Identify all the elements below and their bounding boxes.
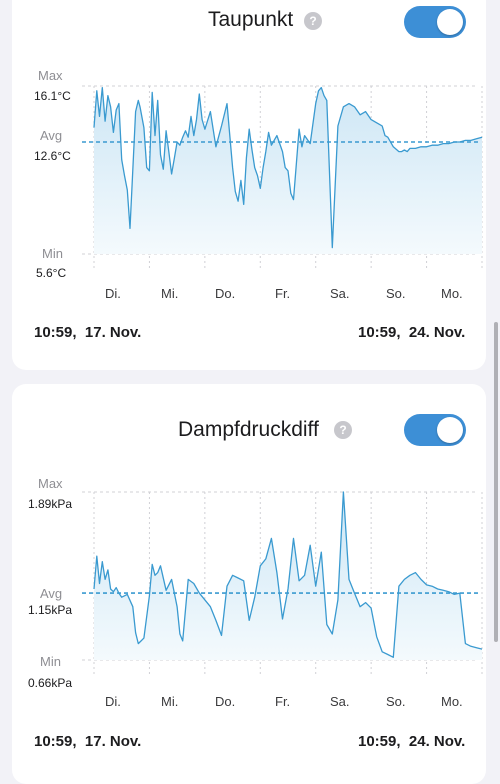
card-title: Dampfdruckdiff [178, 418, 319, 441]
end-time-value: 10:59, [358, 733, 401, 750]
help-icon[interactable]: ? [304, 12, 322, 30]
min-value: 0.66kPa [28, 676, 73, 690]
day-label-mo: Mo. [441, 286, 463, 301]
day-label-mo: Mo. [441, 694, 463, 709]
day-label-fr: Fr. [275, 286, 291, 301]
toggle-knob [437, 9, 463, 35]
day-label-di: Di. [105, 694, 121, 709]
day-label-fr: Fr. [275, 694, 291, 709]
end-time-value: 10:59, [358, 324, 401, 341]
max-value: 1.89kPa [28, 497, 73, 511]
max-label: Max [38, 476, 63, 491]
start-time-value: 10:59, [34, 324, 77, 341]
taupunkt-card: Taupunkt ? Max 16.1°C Avg 12.6°C Min 5.6… [12, 0, 486, 370]
series-area [94, 492, 482, 660]
start-time-value: 10:59, [34, 733, 77, 750]
avg-label: Avg [40, 128, 63, 143]
dampfdruckdiff-toggle[interactable] [404, 414, 466, 446]
end-time: 10:59, 24. Nov. [358, 733, 465, 750]
min-label: Min [42, 246, 63, 261]
end-date-value: 24. Nov. [408, 324, 466, 341]
end-time: 10:59, 24. Nov. [358, 324, 465, 341]
scrollbar[interactable] [494, 322, 498, 642]
start-date-value: 17. Nov. [84, 733, 142, 750]
start-time: 10:59, 17. Nov. [34, 324, 141, 341]
avg-label: Avg [40, 586, 63, 601]
taupunkt-chart [82, 85, 483, 268]
start-time: 10:59, 17. Nov. [34, 733, 141, 750]
max-value: 16.1°C [34, 89, 71, 103]
avg-value: 1.15kPa [28, 603, 73, 617]
series-line [93, 491, 483, 658]
day-label-mi: Mi. [161, 694, 179, 709]
day-label-mi: Mi. [161, 286, 179, 301]
avg-value: 12.6°C [34, 149, 71, 163]
start-date-value: 17. Nov. [84, 324, 142, 341]
toggle-knob [437, 417, 463, 443]
end-date-value: 24. Nov. [408, 733, 466, 750]
dampfdruckdiff-chart [82, 491, 483, 674]
day-label-so: So. [386, 694, 406, 709]
series-line [93, 86, 483, 249]
day-label-di: Di. [105, 286, 121, 301]
day-label-sa: Sa. [330, 286, 350, 301]
min-value: 5.6°C [36, 266, 67, 280]
card-title: Taupunkt [208, 8, 294, 31]
taupunkt-toggle[interactable] [404, 6, 466, 38]
help-icon[interactable]: ? [334, 421, 352, 439]
min-label: Min [40, 654, 61, 669]
day-label-so: So. [386, 286, 406, 301]
day-label-do: Do. [215, 286, 236, 301]
series-area [94, 87, 482, 254]
day-label-do: Do. [215, 694, 236, 709]
dampfdruckdiff-card: Dampfdruckdiff ? Max 1.89kPa Avg 1.15kPa… [12, 384, 486, 784]
max-label: Max [38, 68, 63, 83]
day-label-sa: Sa. [330, 694, 350, 709]
